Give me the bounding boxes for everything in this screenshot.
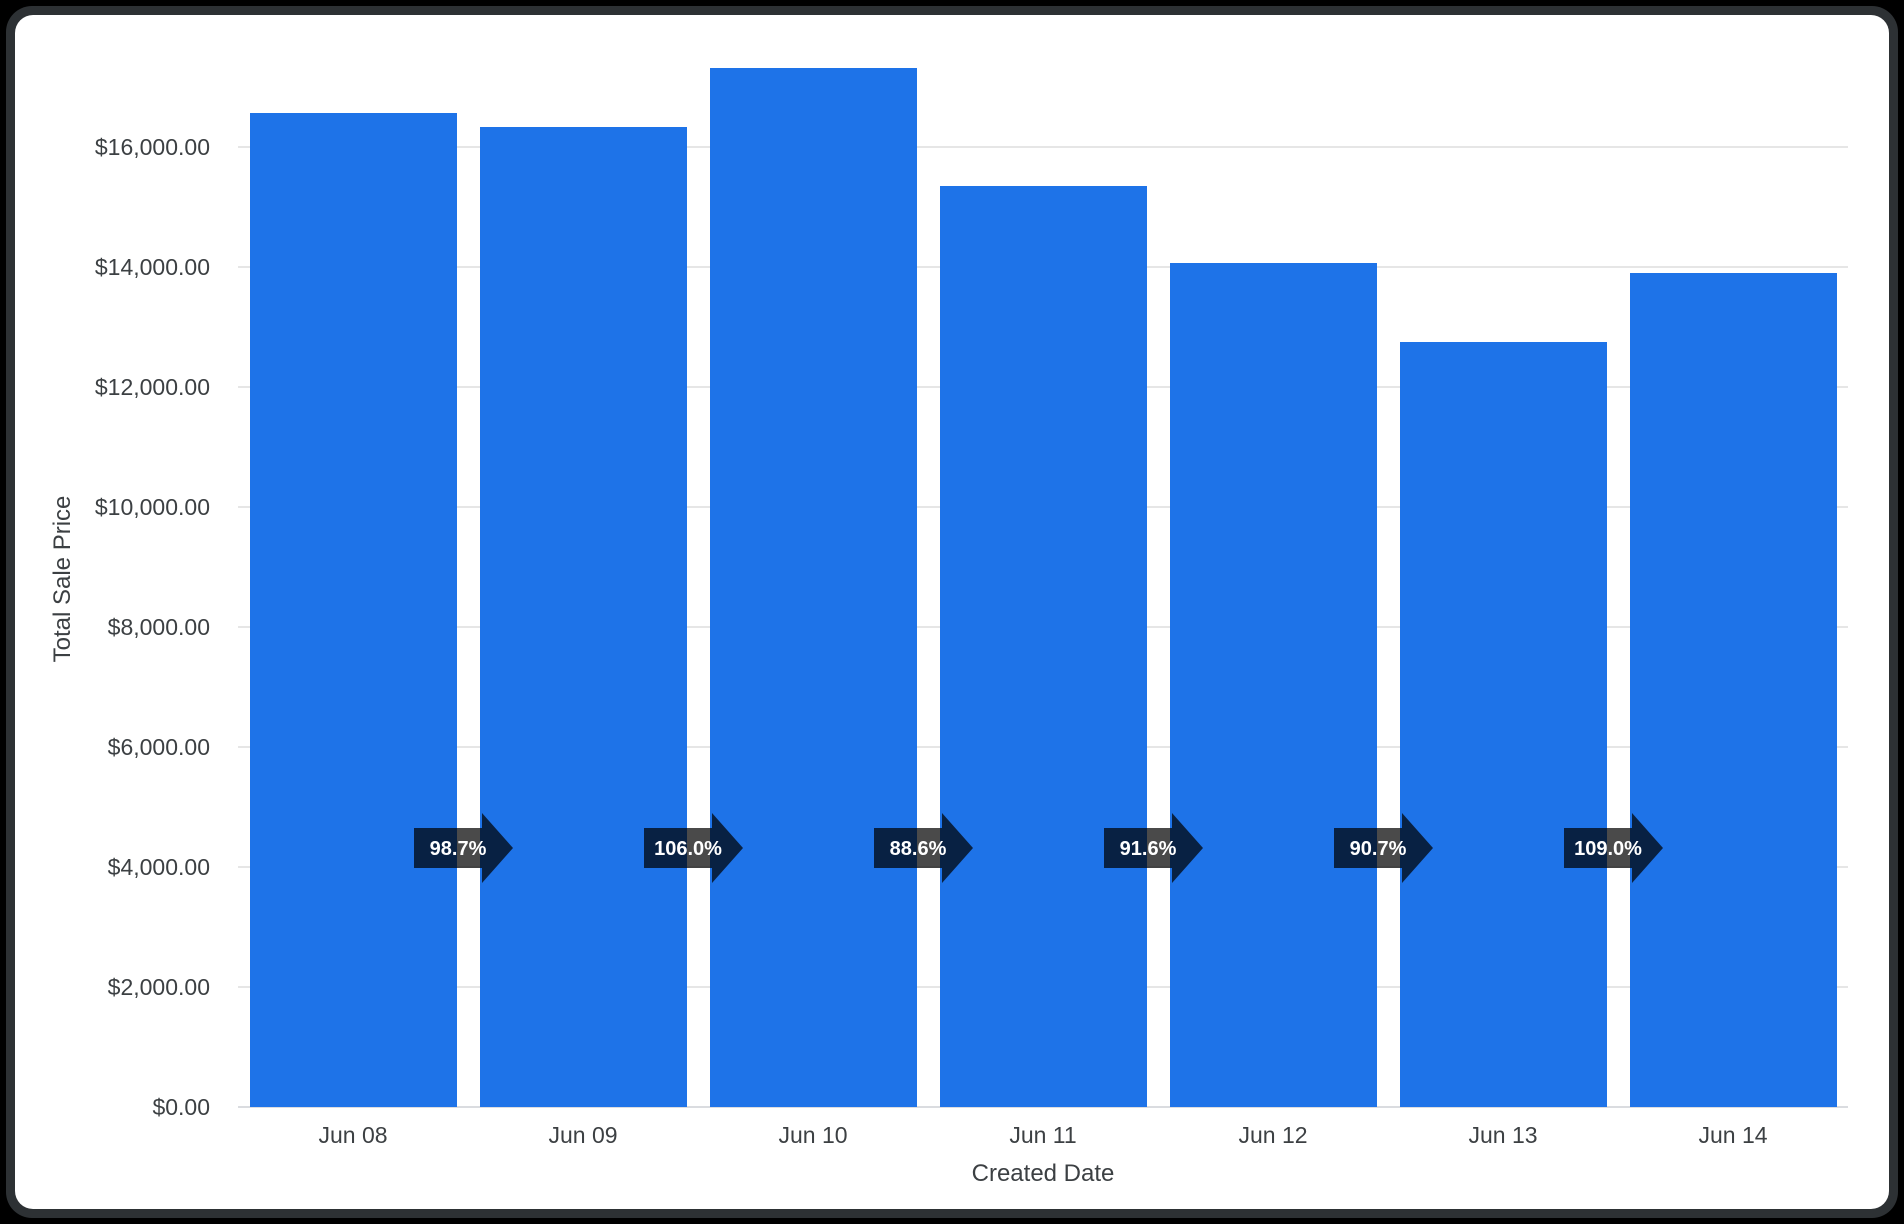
growth-arrow-icon: 90.7% (1334, 813, 1433, 883)
y-tick-label: $10,000.00 (94, 494, 210, 520)
arrow-shape (414, 813, 513, 883)
x-tick-label-jun-14: Jun 14 (1698, 1122, 1768, 1148)
y-tick-label: $8,000.00 (107, 614, 210, 640)
growth-arrow-icon: 106.0% (644, 813, 743, 883)
bar-jun-08[interactable] (249, 113, 457, 1107)
x-tick-label-jun-08: Jun 08 (318, 1122, 388, 1148)
bar-jun-11[interactable] (939, 186, 1147, 1107)
growth-arrow-icon: 109.0% (1564, 813, 1663, 883)
bar-jun-12[interactable] (1169, 263, 1377, 1107)
y-tick-label: $6,000.00 (107, 734, 210, 760)
growth-arrow-icon: 98.7% (414, 813, 513, 883)
bar-jun-14[interactable] (1629, 273, 1837, 1107)
x-tick-label-jun-12: Jun 12 (1238, 1122, 1308, 1148)
growth-percent-label: 88.6% (890, 838, 947, 860)
x-tick-label-jun-09: Jun 09 (548, 1122, 618, 1148)
plot-area (238, 27, 1848, 1108)
bar-jun-09[interactable] (479, 127, 687, 1107)
y-tick-label: $4,000.00 (107, 854, 210, 880)
y-tick-label: $2,000.00 (107, 974, 210, 1000)
y-tick-label: $0.00 (152, 1094, 210, 1120)
y-tick-label: $14,000.00 (94, 254, 210, 280)
x-tick-label-jun-13: Jun 13 (1468, 1122, 1538, 1148)
y-tick-label: $12,000.00 (94, 374, 210, 400)
growth-percent-label: 98.7% (430, 838, 487, 860)
chart-card-frame: Total Sale Price Created Date $0.00 $2,00… (6, 6, 1898, 1218)
y-tick-label: $16,000.00 (94, 134, 210, 160)
bar-jun-10[interactable] (709, 68, 917, 1107)
chart-canvas: Total Sale Price Created Date $0.00 $2,00… (15, 15, 1889, 1209)
growth-arrow-icon: 91.6% (1104, 813, 1203, 883)
arrow-shape (874, 813, 973, 883)
growth-percent-label: 106.0% (654, 838, 722, 860)
growth-percent-label: 90.7% (1350, 838, 1407, 860)
x-tick-label-jun-10: Jun 10 (778, 1122, 848, 1148)
x-axis-title: Created Date (971, 1160, 1115, 1187)
y-axis-title: Total Sale Price (49, 495, 76, 663)
growth-arrow-icon: 88.6% (874, 813, 973, 883)
growth-percent-label: 109.0% (1574, 838, 1642, 860)
arrow-shape (1104, 813, 1203, 883)
x-tick-label-jun-11: Jun 11 (1009, 1122, 1077, 1148)
arrow-shape (644, 813, 743, 883)
growth-percent-label: 91.6% (1120, 838, 1177, 860)
x-axis-line (238, 1106, 1848, 1108)
arrow-shape (1334, 813, 1433, 883)
bar-jun-13[interactable] (1399, 342, 1607, 1107)
gridline (238, 146, 1848, 148)
arrow-shape (1564, 813, 1663, 883)
